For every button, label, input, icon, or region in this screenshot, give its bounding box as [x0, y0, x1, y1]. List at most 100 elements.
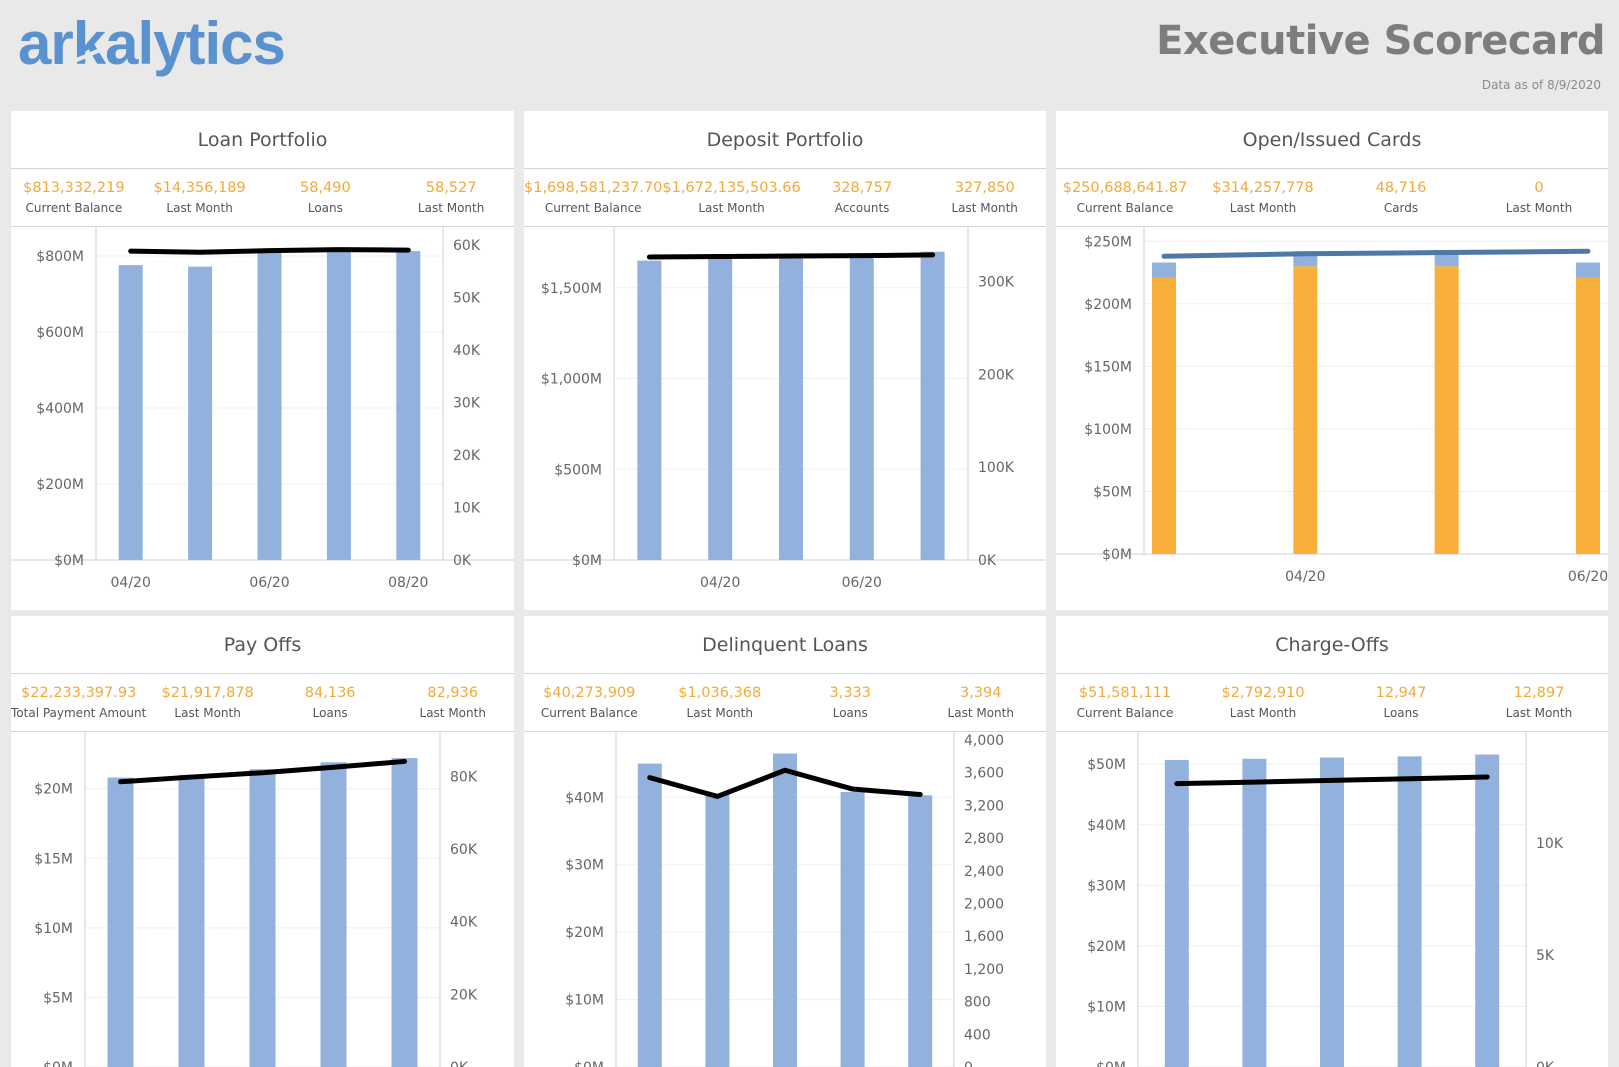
data-as-of-date: Data as of 8/9/2020 [1481, 78, 1601, 92]
y-left-tick-label: $0M [574, 1060, 604, 1067]
y-right-tick-label: 10K [453, 500, 481, 516]
y-right-tick-label: 0K [450, 1060, 469, 1067]
kpi-value: 12,947 [1375, 684, 1427, 701]
y-left-tick-label: $200M [36, 477, 84, 493]
deposit-portfolio-chart: $0M $500M $1,000M $1,500M 0K 100K 200K 300K 04/2… [524, 227, 1046, 610]
y-left-tick-label: $15M [34, 851, 73, 867]
bar [1164, 759, 1189, 1067]
kpi-last-month-loans: 82,936 Last Month [391, 674, 514, 731]
kpi-value: $250,688,641.87 [1062, 179, 1188, 196]
kpi-loans: 3,333 Loans [785, 674, 916, 731]
trend-line [1174, 774, 1490, 787]
kpi-label: Cards [1383, 201, 1419, 216]
y-left-tick-label: $10M [1087, 999, 1126, 1015]
logo-swoosh [57, 48, 101, 70]
kpi-label: Last Month [686, 706, 753, 721]
y-right-tick-label: 20K [450, 987, 478, 1003]
bar [1320, 757, 1344, 1067]
y-right-tick-label: 800 [964, 995, 991, 1011]
y-left-tick-label: $5M [43, 990, 73, 1006]
kpi-value: $1,036,368 [678, 684, 762, 701]
kpi-label: Current Balance [540, 706, 638, 721]
y-right-tick-label: 10K [1536, 836, 1564, 852]
bar [178, 774, 205, 1067]
bar [908, 795, 933, 1067]
y-right-tick-label: 5K [1536, 948, 1555, 964]
panel-title: Loan Portfolio [11, 111, 514, 169]
trend-line [647, 767, 923, 799]
kpi-last-month-loans: 3,394 Last Month [916, 674, 1047, 731]
kpi-value: 48,716 [1375, 179, 1427, 196]
kpi-value: $14,356,189 [153, 179, 246, 196]
kpi-value: 12,897 [1513, 684, 1565, 701]
bar [118, 265, 143, 560]
kpi-label: Total Payment Amount [11, 706, 147, 721]
bar [188, 266, 213, 560]
y-left-tick-label: $600M [36, 325, 84, 341]
loan-portfolio-chart: $0M $200M $400M $600M $800M 0K 10K 20K 30K 40K 50K… [11, 227, 514, 610]
y-left-tick-label: $0M [572, 553, 602, 569]
bar [705, 793, 730, 1067]
x-tick-label: 06/20 [842, 575, 882, 591]
bar [1242, 758, 1267, 1067]
bar [920, 251, 945, 561]
charge-offs-chart: $0M $10M $20M $30M $40M $50M 0K 5K 10K [1056, 732, 1608, 1067]
delinquent-loans-svg: $0M $10M $20M $30M $40M 0 400 800 1,200 1,600 2,00… [565, 732, 1004, 1067]
y-left-tick-label: $10M [565, 993, 604, 1009]
trend-line [128, 247, 411, 255]
kpi-value: 58,490 [300, 179, 351, 196]
y-left-tick-label: $20M [1087, 939, 1126, 955]
bar [107, 777, 134, 1067]
y-left-tick-label: $0M [1096, 1060, 1126, 1067]
kpi-value: 84,136 [304, 684, 356, 701]
kpi-last-month-loans: 12,897 Last Month [1470, 674, 1608, 731]
x-tick-label: 08/20 [388, 575, 428, 591]
kpi-accounts: 328,757 Accounts [801, 169, 924, 226]
kpi-label: Current Balance [1076, 201, 1174, 216]
kpi-last-month-balance: $1,036,368 Last Month [655, 674, 786, 731]
x-tick-label: 04/20 [1285, 569, 1325, 585]
panel-title: Deposit Portfolio [524, 111, 1046, 169]
kpi-row: $40,273,909 Current Balance $1,036,368 Las… [524, 674, 1046, 732]
bar [396, 251, 421, 560]
kpi-loans: 84,136 Loans [269, 674, 392, 731]
kpi-current-balance: $51,581,111 Current Balance [1056, 674, 1194, 731]
kpi-value: $40,273,909 [543, 684, 636, 701]
y-left-tick-label: $40M [1087, 818, 1126, 834]
kpi-last-month-amount: $21,917,878 Last Month [146, 674, 269, 731]
kpi-value: $314,257,778 [1212, 179, 1314, 196]
kpi-value: $813,332,219 [23, 179, 125, 196]
charge-offs-svg: $0M $10M $20M $30M $40M $50M 0K 5K 10K [1087, 732, 1564, 1067]
y-right-tick-label: 2,000 [964, 897, 1004, 913]
kpi-value: 3,394 [959, 684, 1002, 701]
delinquent-loans-chart: $0M $10M $20M $30M $40M 0 400 800 1,200 1,600 2,00… [524, 732, 1046, 1067]
y-right-tick-label: 60K [453, 238, 481, 254]
y-left-tick-label: $50M [1093, 484, 1132, 500]
y-right-tick-label: 3,200 [964, 798, 1004, 814]
kpi-label: Last Month [1229, 706, 1297, 721]
y-right-tick-label: 80K [450, 769, 478, 785]
panel-deposit-portfolio: Deposit Portfolio $1,698,581,237.70 Curre… [524, 111, 1046, 610]
y-left-tick-label: $20M [565, 925, 604, 941]
y-left-tick-label: $500M [554, 462, 602, 478]
panel-title: Charge-Offs [1056, 616, 1608, 674]
bar-segment-top [1152, 262, 1176, 278]
kpi-value: 327,850 [954, 179, 1015, 196]
y-right-tick-label: 0K [1536, 1060, 1555, 1067]
y-left-tick-label: $250M [1084, 234, 1132, 250]
kpi-cards: 48,716 Cards [1332, 169, 1470, 226]
kpi-label: Loans [832, 706, 868, 721]
bar [1475, 754, 1500, 1067]
kpi-label: Last Month [1229, 201, 1297, 216]
bar-segment-top [1576, 262, 1600, 278]
kpi-label: Last Month [166, 201, 233, 216]
open-issued-cards-svg: $0M $50M $100M $150M $200M $250M 04/20 06/20 [1056, 227, 1608, 585]
kpi-value: $22,233,397.93 [21, 684, 137, 701]
y-right-tick-label: 40K [453, 343, 481, 359]
panel-title: Pay Offs [11, 616, 514, 674]
y-right-tick-label: 100K [978, 460, 1015, 476]
panel-charge-offs: Charge-Offs $51,581,111 Current Balance $… [1056, 616, 1608, 1067]
kpi-loans: 58,490 Loans [263, 169, 389, 226]
kpi-current-balance: $250,688,641.87 Current Balance [1056, 169, 1194, 226]
kpi-current-balance: $40,273,909 Current Balance [524, 674, 655, 731]
